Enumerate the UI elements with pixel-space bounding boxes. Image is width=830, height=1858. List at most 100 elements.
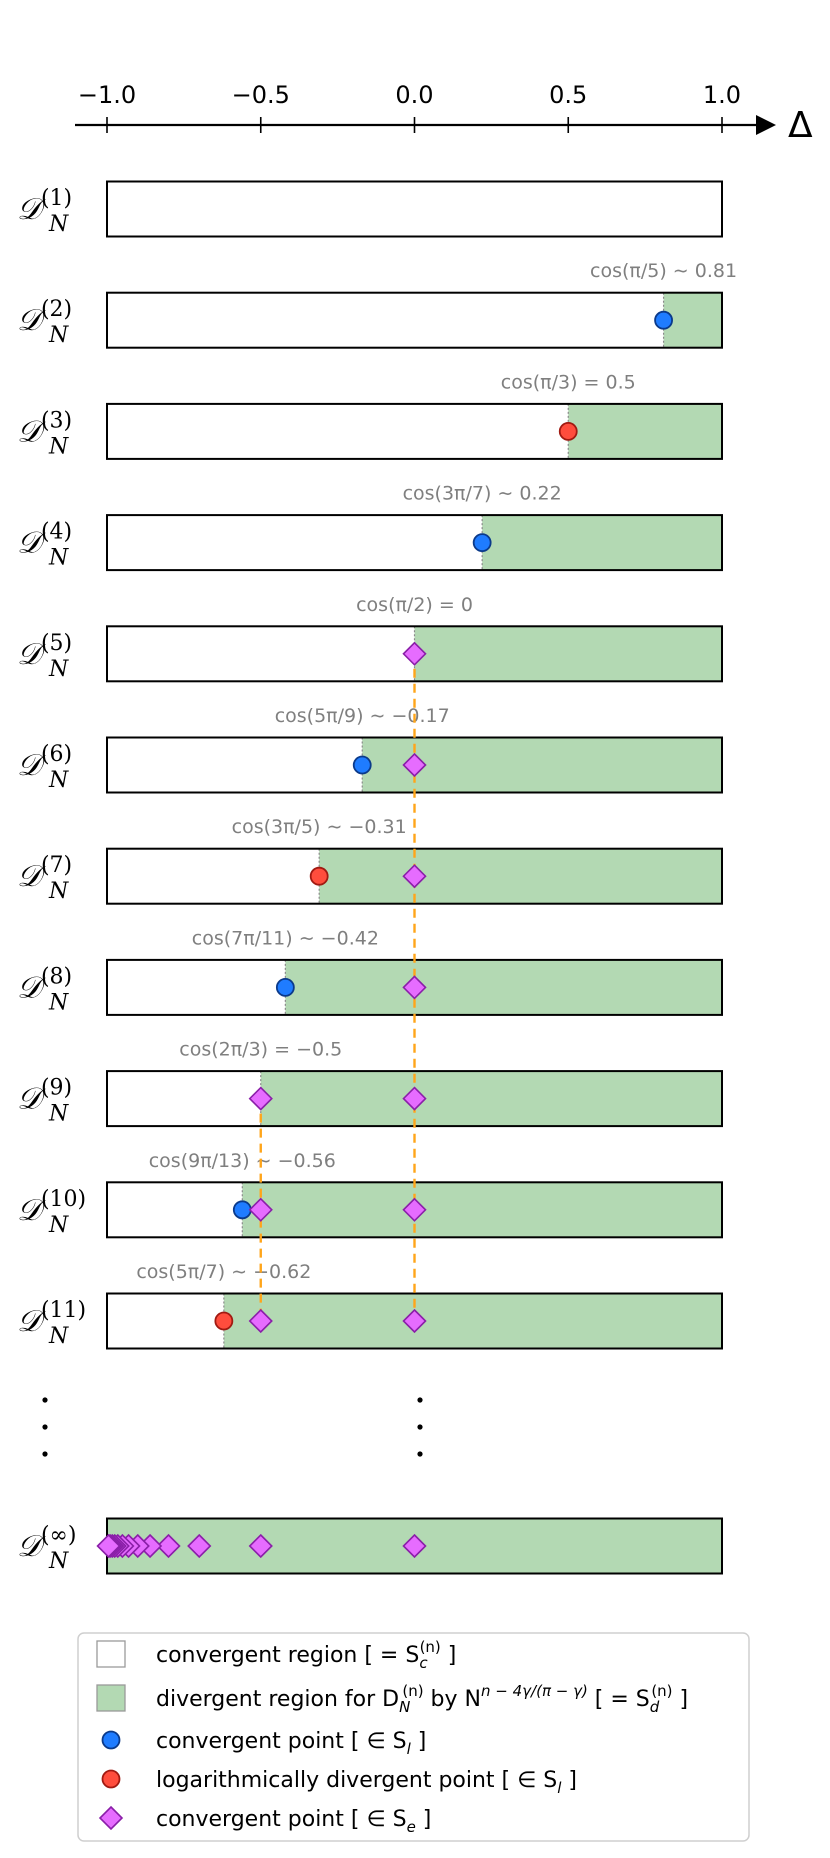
axis-tick-label: 0.5 <box>549 81 587 109</box>
legend: convergent region [ = Sc(n) ] divergent r… <box>77 1632 750 1842</box>
row-5: cos(π/2) = 0 𝒟(5)N <box>17 594 723 683</box>
red-point <box>214 1311 234 1331</box>
blue-point <box>232 1200 252 1220</box>
legend-item-3: convergent point [ ∈ Sl ] <box>156 1729 426 1758</box>
row-label: 𝒟(2) <box>17 297 72 338</box>
row-label: 𝒟(8) <box>17 964 72 1005</box>
row-8: cos(7π/11) ∼ −0.42 𝒟(8)N <box>17 927 723 1016</box>
row-label-sub: N <box>48 657 69 682</box>
row-1: 𝒟(1)N <box>17 180 723 238</box>
threshold-annotation: cos(9π/13) ∼ −0.56 <box>149 1150 336 1172</box>
axis-arrow-icon <box>756 115 776 135</box>
legend-red-marker <box>101 1769 121 1789</box>
legend-blue-marker <box>101 1730 121 1750</box>
diamond-point <box>402 1197 427 1222</box>
row-3: cos(π/3) = 0.5𝒟(3)N <box>17 371 723 460</box>
legend-frame <box>77 1632 750 1842</box>
delta-axis: −1.0 −0.5 0.0 0.5 1.0 Δ <box>75 81 813 146</box>
ellipsis-dot <box>42 1397 48 1403</box>
blue-point <box>472 533 492 552</box>
row-box <box>106 1292 723 1350</box>
legend-white-swatch <box>96 1640 126 1668</box>
blue-point <box>654 310 673 330</box>
threshold-annotation: cos(π/5) ∼ 0.81 <box>590 260 737 282</box>
row-box <box>106 514 723 572</box>
row-label: 𝒟(∞) <box>17 1523 76 1564</box>
divergent-region <box>414 626 722 682</box>
threshold-annotation: cos(π/2) = 0 <box>356 594 473 616</box>
row-9: cos(2π/3) = −0.5 𝒟(9)N <box>17 1039 723 1128</box>
divergent-region <box>319 848 722 904</box>
row-11: cos(5π/7) ∼ −0.62𝒟(11)N <box>17 1261 723 1350</box>
axis-tick-label: 1.0 <box>703 81 741 109</box>
diamond-point <box>156 1533 181 1559</box>
diamond-point <box>402 641 427 666</box>
row-label-sub: N <box>48 1213 69 1238</box>
diamond-point <box>248 1197 273 1222</box>
row-6: cos(5π/9) ∼ −0.17𝒟(6)N <box>17 705 723 794</box>
legend-item-1: convergent region [ = Sc(n) ] <box>156 1638 456 1672</box>
threshold-annotation: cos(5π/9) ∼ −0.17 <box>275 705 450 727</box>
row-label-sub: N <box>48 434 69 459</box>
axis-tick-label: −1.0 <box>78 81 136 109</box>
diamond-point <box>96 1533 121 1559</box>
axis-tick-label: 0.0 <box>395 81 433 109</box>
blue-point <box>352 755 372 775</box>
legend-item-2: divergent region for DN(n) by Nn − 4γ/(π… <box>156 1682 688 1716</box>
row-label: 𝒟(9) <box>17 1076 72 1117</box>
diamond-point <box>402 1533 427 1559</box>
row-label-sub: N <box>48 1102 69 1127</box>
diamond-point <box>402 975 427 1000</box>
divergent-region <box>242 1182 723 1238</box>
row-label-sub: N <box>48 879 69 904</box>
red-point <box>558 421 578 441</box>
diamond-point <box>402 752 427 778</box>
threshold-annotation: cos(π/3) = 0.5 <box>501 371 636 393</box>
axis-tick-label: −0.5 <box>232 81 290 109</box>
threshold-annotation: cos(2π/3) = −0.5 <box>179 1039 342 1061</box>
row-box <box>106 291 723 349</box>
row-label: 𝒟(5) <box>17 631 72 672</box>
row-label: 𝒟(10) <box>17 1187 86 1228</box>
diamond-point <box>248 1533 273 1559</box>
row-label: 𝒟(7) <box>17 853 72 894</box>
divergent-region <box>482 515 722 571</box>
legend-item-4: logarithmically divergent point [ ∈ Sl ] <box>156 1768 577 1797</box>
ellipsis-dot <box>42 1424 48 1430</box>
row-label-sub: N <box>48 212 69 237</box>
row-label-sub: N <box>48 990 69 1015</box>
points <box>96 310 673 1559</box>
row-2: cos(π/5) ∼ 0.81 𝒟(2)N <box>17 260 737 349</box>
row-label: 𝒟(4) <box>17 520 72 561</box>
row-box <box>106 847 723 905</box>
row-box <box>106 180 723 238</box>
diamond-point <box>402 1086 427 1111</box>
axis-label: Δ <box>788 105 813 146</box>
row-box <box>106 625 723 683</box>
row-box <box>106 402 723 460</box>
ellipsis-dot <box>417 1451 423 1457</box>
row-label-sub: N <box>48 768 69 793</box>
threshold-annotation: cos(3π/5) ∼ −0.31 <box>232 816 407 838</box>
row-label-sub: N <box>48 546 69 571</box>
diamond-point <box>248 1308 273 1334</box>
row-4: cos(3π/7) ∼ 0.22 𝒟(4)N <box>17 483 723 572</box>
threshold-annotation: cos(7π/11) ∼ −0.42 <box>192 927 379 949</box>
threshold-annotation: cos(5π/7) ∼ −0.62 <box>136 1261 311 1283</box>
ellipsis-dot <box>417 1397 423 1403</box>
diamond-point <box>248 1086 273 1111</box>
divergent-region <box>568 403 722 459</box>
ellipsis-dot <box>417 1424 423 1430</box>
divergent-region <box>663 292 722 348</box>
legend-diamond-marker <box>98 1805 124 1831</box>
diamond-point <box>402 864 427 889</box>
row-label-sub: N <box>48 1324 69 1349</box>
legend-item-5: convergent point [ ∈ Se ] <box>156 1807 431 1836</box>
ellipsis-dot <box>42 1451 48 1457</box>
row-10: cos(9π/13) ∼ −0.56 𝒟(10)N <box>17 1150 723 1239</box>
threshold-annotation: cos(3π/7) ∼ 0.22 <box>403 483 562 505</box>
divergent-region <box>285 959 722 1015</box>
row-label-sub: N <box>48 1549 69 1574</box>
divergent-region <box>260 1071 722 1127</box>
